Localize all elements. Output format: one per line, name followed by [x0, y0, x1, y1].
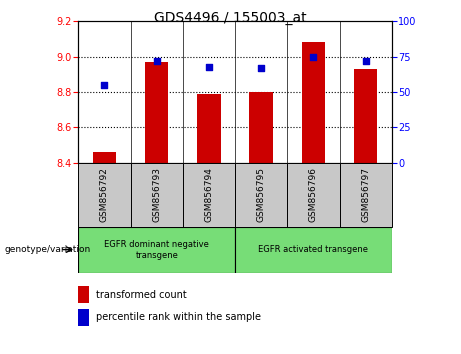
Point — [310, 54, 317, 59]
Text: GSM856794: GSM856794 — [205, 167, 213, 222]
Bar — [183, 163, 235, 227]
Bar — [287, 163, 340, 227]
Bar — [145, 62, 169, 163]
Bar — [93, 152, 116, 163]
Text: percentile rank within the sample: percentile rank within the sample — [95, 312, 260, 322]
Bar — [354, 69, 378, 163]
Point — [205, 64, 213, 69]
Bar — [78, 309, 89, 326]
Text: GSM856797: GSM856797 — [361, 167, 370, 222]
Bar — [197, 94, 221, 163]
Bar — [301, 42, 325, 163]
Text: GSM856792: GSM856792 — [100, 167, 109, 222]
Text: GDS4496 / 155003_at: GDS4496 / 155003_at — [154, 11, 307, 25]
Bar — [249, 92, 273, 163]
Point — [153, 58, 160, 64]
Bar — [235, 163, 287, 227]
Text: transformed count: transformed count — [95, 290, 186, 299]
Bar — [78, 227, 235, 273]
Bar — [235, 227, 392, 273]
Point — [362, 58, 369, 64]
Text: EGFR activated transgene: EGFR activated transgene — [259, 245, 368, 254]
Bar — [78, 286, 89, 303]
Text: GSM856796: GSM856796 — [309, 167, 318, 222]
Text: GSM856795: GSM856795 — [257, 167, 266, 222]
Bar — [340, 163, 392, 227]
Text: GSM856793: GSM856793 — [152, 167, 161, 222]
Text: EGFR dominant negative
transgene: EGFR dominant negative transgene — [104, 240, 209, 259]
Point — [101, 82, 108, 88]
Point — [258, 65, 265, 71]
Bar — [130, 163, 183, 227]
Text: genotype/variation: genotype/variation — [5, 245, 91, 254]
Bar — [78, 163, 130, 227]
